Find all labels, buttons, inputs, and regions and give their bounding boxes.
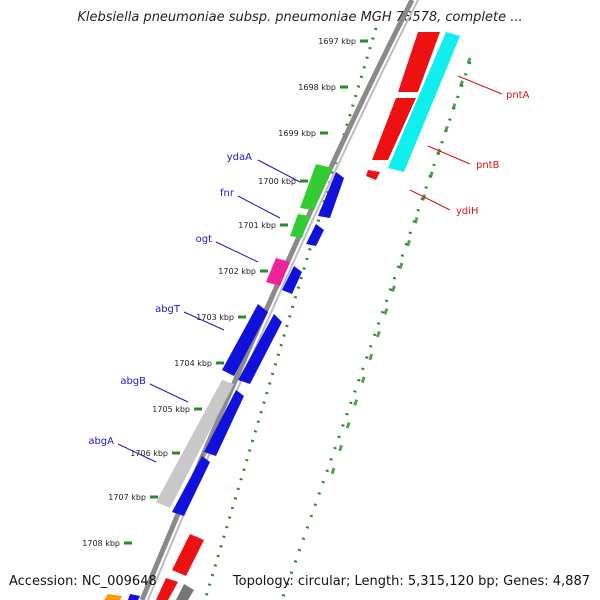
ogt-gene-magenta[interactable] — [266, 258, 290, 286]
topology-summary: Topology: circular; Length: 5,315,120 bp… — [232, 574, 590, 589]
gene-label-leader — [257, 159, 301, 183]
gene-label-leader — [149, 383, 189, 403]
gene-label-abgT[interactable]: abgT — [155, 304, 181, 315]
accession-text: Accession: NC_009648 — [9, 574, 157, 589]
gene-label-abgB[interactable]: abgB — [120, 376, 146, 387]
gene-label-leader — [183, 311, 225, 331]
gene-label-ydiH[interactable]: ydiH — [456, 206, 479, 217]
ydaA-gene-blue[interactable] — [318, 172, 344, 218]
tick-label: 1700 kbp — [258, 177, 296, 186]
abgA-gene-blue[interactable] — [172, 456, 210, 516]
tick-label: 1705 kbp — [152, 405, 190, 414]
gene-label-leader — [215, 241, 259, 263]
gene-label-pntB[interactable]: pntB — [476, 160, 500, 171]
tick-label: 1702 kbp — [218, 267, 256, 276]
lower-gene-blue[interactable] — [128, 594, 140, 600]
gene-label-leader — [409, 189, 451, 211]
gene-label-ogt[interactable]: ogt — [196, 234, 212, 245]
gene-label-fnr[interactable]: fnr — [220, 188, 235, 199]
tick-label: 1706 kbp — [130, 449, 168, 458]
pntA-gene-cyan[interactable] — [388, 32, 460, 172]
lower-gene-gray[interactable] — [176, 584, 194, 600]
right-tick-ring — [328, 57, 472, 481]
gene-label-leader — [117, 443, 157, 463]
gene-label-pntA[interactable]: pntA — [506, 90, 530, 101]
fnr-gene-green[interactable] — [290, 214, 310, 238]
tick-label: 1697 kbp — [318, 37, 356, 46]
tick-label: 1701 kbp — [238, 221, 276, 230]
gene-label-leader — [457, 75, 503, 95]
gene-labels: ydaA fnr ogt abgT abgB abgA pntA pntB ydiH — [88, 75, 530, 463]
lower-gene-orange[interactable] — [104, 594, 122, 600]
tick-labels: 1697 kbp 1698 kbp 1699 kbp 1700 kbp 1701 kbp… — [82, 37, 368, 548]
ydiH-gene-red[interactable] — [366, 170, 380, 180]
tick-label: 1704 kbp — [174, 359, 212, 368]
pntB-gene-red[interactable] — [372, 98, 416, 160]
abgT2-gene-blue[interactable] — [238, 314, 282, 384]
pntA-gene-red[interactable] — [398, 32, 440, 92]
fnr-gene-blue[interactable] — [306, 224, 324, 246]
backbone-highlight — [147, 0, 419, 600]
abgB-gene-blue[interactable] — [204, 390, 244, 456]
lower-gene-red-2[interactable] — [156, 578, 178, 600]
abgT-gene-blue[interactable] — [222, 304, 268, 376]
tick-label: 1707 kbp — [108, 493, 146, 502]
lower-gene-red-1[interactable] — [172, 534, 204, 576]
outer-dotted-ring — [280, 61, 472, 600]
gene-label-leader — [237, 195, 281, 219]
tick-label: 1698 kbp — [298, 83, 336, 92]
gene-label-leader — [427, 145, 471, 165]
gene-label-ydaA[interactable]: ydaA — [227, 152, 252, 163]
tick-label: 1699 kbp — [278, 129, 316, 138]
ogt-gene-blue[interactable] — [282, 266, 302, 294]
tick-label: 1708 kbp — [82, 539, 120, 548]
gene-label-abgA[interactable]: abgA — [88, 436, 114, 447]
gene-features — [104, 32, 460, 600]
ydaA-gene-green[interactable] — [300, 164, 332, 210]
abgB-gene-gray[interactable] — [156, 380, 234, 508]
tick-label: 1703 kbp — [196, 313, 234, 322]
